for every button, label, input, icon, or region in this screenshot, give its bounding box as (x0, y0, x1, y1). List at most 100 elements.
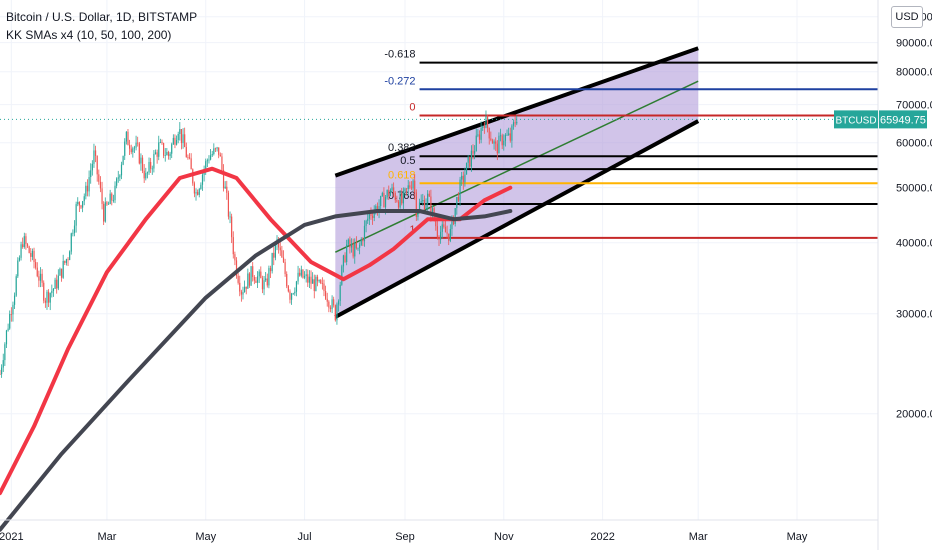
candle-body (229, 216, 231, 218)
candle-body (328, 301, 330, 308)
candle-body (51, 290, 53, 294)
candle-body (46, 291, 48, 303)
candle-body (161, 142, 163, 144)
candle-body (22, 244, 24, 248)
candle-body (380, 195, 382, 207)
candle-body (23, 236, 25, 248)
candle-body (462, 175, 464, 183)
candle-body (256, 276, 259, 283)
candle-body (308, 276, 311, 283)
candle-body (511, 125, 513, 141)
candle-body (141, 157, 144, 171)
candle-body (20, 244, 22, 258)
candle-body (59, 268, 61, 276)
candle-body (41, 273, 43, 283)
candle-body (83, 196, 85, 202)
candle-body (371, 215, 374, 218)
candle-body (501, 135, 503, 146)
candle-body (205, 161, 207, 170)
candle-body (35, 262, 37, 268)
candle-body (73, 225, 76, 233)
candle-body (491, 140, 494, 144)
candle-body (478, 134, 481, 140)
candle-body (412, 180, 414, 189)
candle-body (418, 202, 421, 212)
candle-body (221, 156, 223, 170)
candle-body (26, 244, 29, 247)
candle-body (294, 291, 296, 294)
candle-body (150, 161, 152, 169)
candle-body (467, 156, 469, 163)
fib-level-label: 0.382 (388, 142, 416, 154)
candle-body (499, 135, 502, 137)
candle-body (177, 134, 179, 141)
candle-body (477, 134, 479, 136)
candle-body (451, 217, 453, 230)
candle-body (396, 200, 398, 202)
candle-body (132, 148, 134, 153)
candle-body (316, 276, 319, 282)
candle-body (498, 135, 500, 154)
candle-body (2, 360, 4, 368)
candle-body (370, 212, 372, 216)
candle-body (486, 116, 489, 128)
candle-body (483, 126, 485, 128)
candle-body (472, 150, 474, 154)
candle-body (383, 193, 385, 208)
currency-button[interactable]: USD (891, 6, 923, 28)
candle-body (414, 180, 416, 193)
candle-body (362, 239, 364, 242)
candle-body (265, 278, 267, 281)
candle-body (415, 192, 417, 217)
candle-body (388, 190, 390, 196)
candle-body (337, 301, 340, 305)
candle-body (130, 148, 132, 153)
candle-body (214, 148, 217, 150)
candle-body (504, 134, 507, 141)
candle-body (164, 155, 166, 156)
candle-body (381, 193, 383, 196)
candle-body (300, 269, 302, 276)
candle-body (417, 211, 419, 217)
candle-body (315, 276, 317, 291)
candle-body (355, 243, 357, 249)
candle-body (389, 190, 392, 196)
candle-body (188, 157, 191, 159)
candle-body (25, 236, 27, 245)
y-tick-label: 50000.00 (896, 183, 932, 195)
candle-body (493, 141, 495, 144)
candle-body (360, 239, 362, 245)
candle-body (218, 147, 220, 155)
candle-body (352, 244, 354, 257)
candle-body (209, 155, 212, 160)
candle-body (151, 168, 153, 170)
candle-body (156, 152, 158, 157)
x-tick-label: Mar (97, 531, 116, 543)
indicator-label[interactable]: KK SMAs x4 (10, 50, 100, 200) (6, 28, 172, 42)
candle-body (175, 140, 178, 145)
candle-body (1, 367, 3, 375)
candle-body (172, 137, 174, 145)
x-tick-label: 2021 (0, 531, 24, 543)
candle-body (313, 279, 315, 291)
candle-body (128, 145, 131, 149)
candle-body (279, 247, 281, 251)
candle-body (239, 282, 241, 292)
candle-body (336, 304, 338, 321)
candle-body (30, 253, 32, 257)
candle-body (448, 233, 450, 241)
candle-body (75, 204, 77, 226)
price-label-symbol-box (834, 110, 878, 129)
candle-body (133, 147, 136, 149)
candle-body (224, 186, 226, 189)
candle-body (323, 283, 325, 292)
candle-body (401, 193, 403, 204)
candle-body (428, 193, 430, 197)
candle-body (329, 307, 332, 310)
candle-body (119, 175, 121, 178)
candle-body (407, 185, 409, 189)
candle-body (496, 143, 498, 154)
candle-body (88, 177, 90, 192)
candle-body (260, 271, 262, 279)
candle-body (435, 219, 437, 227)
